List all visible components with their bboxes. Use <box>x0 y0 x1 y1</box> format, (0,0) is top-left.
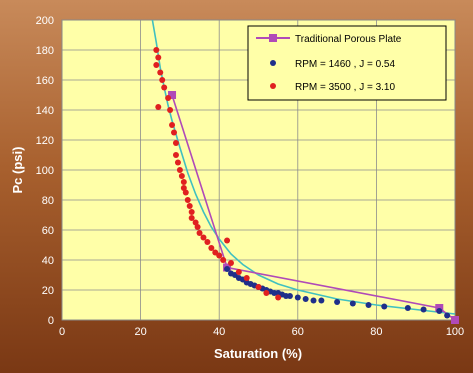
rpm-1460-point <box>334 299 341 305</box>
rpm-3500-point <box>255 284 262 290</box>
legend-marker-porous-plate <box>269 34 277 42</box>
rpm-3500-point <box>224 237 231 244</box>
legend-label-rpm-1460: RPM = 1460 , J = 0.54 <box>295 59 395 70</box>
rpm-3500-point <box>204 239 211 245</box>
rpm-3500-point <box>243 275 250 281</box>
y-tick-label: 60 <box>42 225 54 237</box>
y-tick-labels: 0 20 40 60 80 100 120 140 160 180 200 <box>36 15 54 327</box>
rpm-3500-point <box>178 173 185 179</box>
y-tick-label: 100 <box>36 165 54 177</box>
x-tick-label: 40 <box>213 326 225 338</box>
x-axis-title: Saturation (%) <box>214 346 302 361</box>
y-tick-label: 200 <box>36 15 54 27</box>
rpm-3500-point <box>155 104 162 110</box>
rpm-1460-point <box>310 297 317 304</box>
rpm-3500-point <box>263 290 270 296</box>
fit-curve-line <box>151 19 456 315</box>
rpm-3500-point <box>172 140 179 146</box>
rpm-3500-point <box>220 257 227 263</box>
y-tick-label: 140 <box>36 105 54 117</box>
rpm-3500-point <box>180 185 187 191</box>
x-tick-labels: 0 20 40 60 80 100 <box>59 326 464 338</box>
rpm-3500-point <box>184 197 191 203</box>
data-marks <box>153 47 459 324</box>
rpm-3500-point <box>153 47 160 53</box>
y-tick-label: 120 <box>36 135 54 147</box>
rpm-3500-point <box>216 252 223 259</box>
rpm-1460-point <box>404 305 411 311</box>
rpm-3500-point <box>174 159 181 166</box>
y-axis-title: Pc (psi) <box>10 147 25 194</box>
porous-plate-point <box>451 316 459 324</box>
rpm-3500-point <box>227 260 234 266</box>
rpm-1460-point <box>436 308 443 314</box>
x-tick-label: 60 <box>292 326 304 338</box>
legend-label-rpm-3500: RPM = 3500 , J = 3.10 <box>295 82 395 93</box>
x-tick-label: 100 <box>446 326 464 338</box>
rpm-3500-point <box>188 215 195 221</box>
y-tick-label: 160 <box>36 75 54 87</box>
x-tick-label: 20 <box>134 326 146 338</box>
y-tick-label: 40 <box>42 255 54 267</box>
rpm-1460-point <box>294 294 301 301</box>
rpm-3500-point <box>186 203 193 209</box>
rpm-3500-point <box>208 245 215 251</box>
x-tick-label: 0 <box>59 326 65 338</box>
rpm-3500-point <box>192 219 199 226</box>
legend-box <box>247 25 447 101</box>
rpm-1460-point <box>365 302 372 308</box>
rpm-3500-point <box>172 152 179 158</box>
rpm-3500-point <box>169 122 176 128</box>
rpm-3500-point <box>275 294 282 301</box>
rpm-1460-point <box>381 303 388 310</box>
rpm-1460-point <box>349 300 356 307</box>
legend-label-porous-plate: Traditional Porous Plate <box>295 34 402 45</box>
rpm-1460-point <box>420 306 427 313</box>
rpm-3500-point <box>159 77 166 83</box>
rpm-1460-point <box>318 297 325 304</box>
legend-marker-rpm-1460 <box>270 60 276 66</box>
rpm-3500-point <box>182 189 189 196</box>
rpm-1460-point <box>286 293 293 299</box>
rpm-3500-point <box>165 95 172 101</box>
rpm-1460-point <box>302 296 309 302</box>
y-tick-label: 80 <box>42 195 54 207</box>
y-tick-label: 0 <box>48 315 54 327</box>
rpm-3500-point <box>171 129 178 136</box>
rpm-3500-point <box>167 107 174 113</box>
rpm-3500-point <box>155 54 162 61</box>
porous-plate-point <box>168 91 177 99</box>
rpm-1460-point <box>224 266 231 272</box>
legend-marker-rpm-3500 <box>270 83 276 89</box>
rpm-3500-point <box>153 62 160 68</box>
rpm-1460-point <box>444 312 451 319</box>
rpm-3500-point <box>161 84 168 91</box>
fit-curve <box>151 19 456 315</box>
rpm-3500-point <box>180 179 187 185</box>
rpm-3500-point <box>157 69 164 76</box>
y-tick-label: 20 <box>42 285 54 297</box>
y-tick-label: 180 <box>36 45 54 57</box>
rpm-3500-point <box>196 230 203 236</box>
rpm-3500-point <box>194 224 201 230</box>
rpm-3500-point <box>176 167 183 173</box>
x-tick-label: 80 <box>370 326 382 338</box>
rpm-3500-point <box>235 269 242 275</box>
rpm-3500-point <box>188 209 195 215</box>
rpm-3500-point <box>200 234 207 241</box>
legend: Traditional Porous Plate RPM = 1460 , J … <box>247 25 447 101</box>
